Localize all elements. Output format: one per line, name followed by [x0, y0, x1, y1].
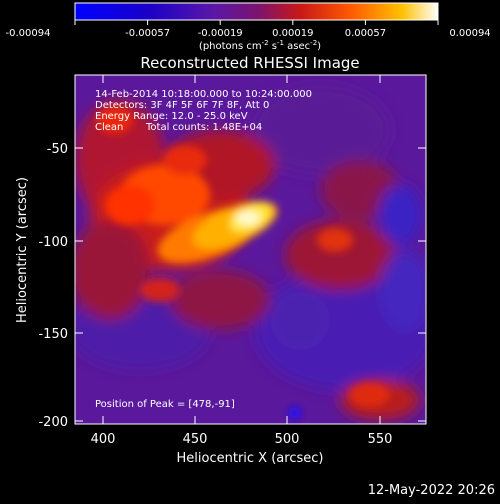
rhessi-image	[75, 75, 426, 424]
colorbar: -0.00094 -0.00057 -0.00019 0.00019 0.000…	[6, 2, 491, 52]
footer-date: 12-May-2022 20:26	[368, 483, 495, 498]
y-tick-label: -100	[38, 235, 68, 250]
info-energy-range: Energy Range: 12.0 - 25.0 keV	[95, 111, 248, 122]
chart-title: Reconstructed RHESSI Image	[140, 54, 359, 72]
x-axis-label: Heliocentric X (arcsec)	[177, 451, 324, 466]
colorbar-tick-label: 0.00094	[449, 28, 490, 39]
y-tick-label: -200	[38, 415, 68, 430]
colorbar-tick-label: -0.00094	[6, 28, 51, 39]
colorbar-tick-marks	[74, 20, 439, 25]
colorbar-tick-label: -0.00019	[198, 28, 243, 39]
y-tick-label: -150	[38, 327, 68, 342]
info-detectors: Detectors: 3F 4F 5F 6F 7F 8F, Att 0	[95, 100, 269, 111]
colorbar-tick-label: 0.00019	[272, 28, 313, 39]
y-tick-label: -50	[47, 142, 68, 157]
peak-position-label: Position of Peak = [478,-91]	[95, 399, 235, 410]
x-tick-label: 550	[368, 432, 393, 447]
colorbar-unit-label: (photons cm-2 s-1 asec-2)	[199, 39, 321, 52]
colorbar-tick-label: -0.00057	[125, 28, 170, 39]
info-time-range: 14-Feb-2014 10:18:00.000 to 10:24:00.000	[95, 89, 312, 100]
colorbar-tick-label: 0.00057	[345, 28, 386, 39]
info-algorithm: Clean	[95, 122, 123, 133]
info-total-counts: Total counts: 1.48E+04	[145, 122, 262, 133]
x-tick-marks	[102, 75, 381, 424]
y-tick-marks	[75, 147, 426, 422]
colorbar-gradient	[74, 2, 439, 21]
y-axis-label: Heliocentric Y (arcsec)	[15, 177, 30, 323]
x-tick-label: 400	[91, 432, 116, 447]
plot-frame	[74, 74, 427, 425]
x-tick-label: 500	[275, 432, 300, 447]
x-tick-label: 450	[183, 432, 208, 447]
